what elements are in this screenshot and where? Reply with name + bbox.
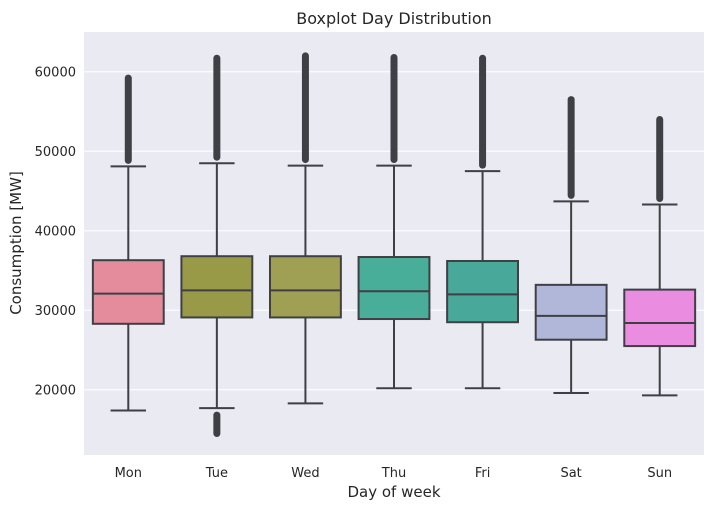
iqr-box: [269, 255, 342, 319]
box-group: [534, 96, 608, 394]
x-tick-label: Mon: [115, 466, 142, 481]
y-tick-label: 50000: [35, 145, 76, 160]
iqr-box: [91, 259, 165, 325]
y-tick-label: 30000: [35, 304, 76, 319]
y-tick-labels: 20000 30000 40000 50000 60000: [35, 65, 76, 398]
x-tick-labels: Mon Tue Wed Thu Fri Sat Sun: [115, 466, 673, 481]
x-tick-label: Sat: [560, 466, 581, 481]
x-tick-label: Fri: [475, 466, 491, 481]
x-tick-label: Wed: [291, 466, 319, 481]
box-group: [91, 74, 165, 412]
iqr-box: [623, 288, 697, 348]
iqr-box: [357, 256, 431, 321]
box-group: [623, 115, 697, 397]
box-group: [446, 54, 519, 390]
box-layer: [91, 52, 697, 438]
x-tick-label: Sun: [647, 466, 672, 481]
x-tick-label: Thu: [381, 466, 406, 481]
y-tick-label: 40000: [35, 224, 76, 239]
box-group: [180, 54, 254, 438]
iqr-box: [180, 255, 254, 319]
box-group: [357, 53, 431, 390]
iqr-box: [446, 259, 519, 324]
x-axis-label: Day of week: [347, 483, 440, 501]
iqr-box: [534, 283, 608, 341]
y-axis-label: Consumption [MW]: [7, 171, 25, 315]
chart-title: Boxplot Day Distribution: [296, 9, 492, 28]
box-group: [269, 52, 342, 405]
x-tick-label: Tue: [205, 466, 228, 481]
y-tick-label: 20000: [35, 383, 76, 398]
y-tick-label: 60000: [35, 65, 76, 80]
